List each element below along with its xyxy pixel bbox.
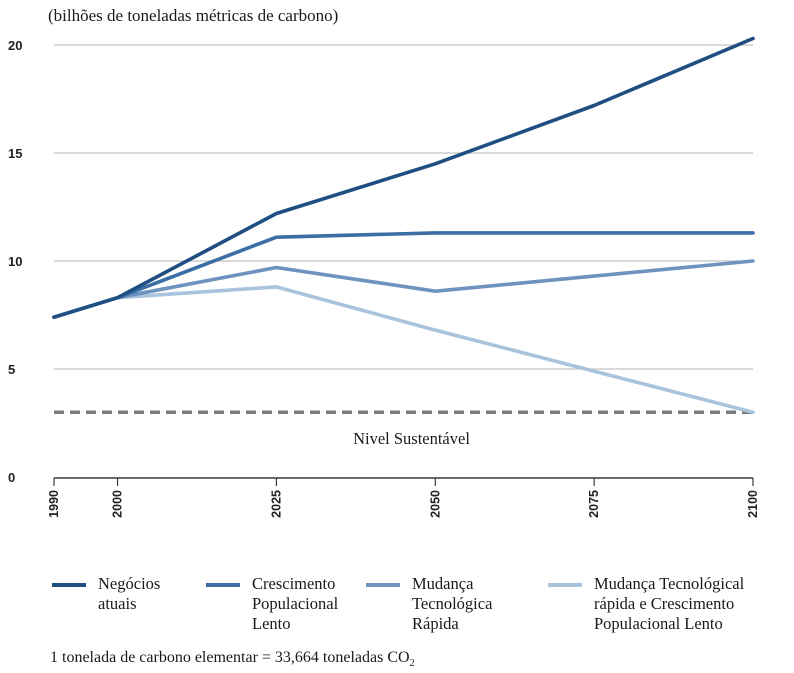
x-axis-ticks: 1990 2000 2025 2050 2075 2100 bbox=[47, 490, 760, 518]
series-lines bbox=[52, 36, 755, 415]
legend-label: Negócios atuais bbox=[98, 574, 161, 613]
x-tick-label-2075: 2075 bbox=[587, 490, 601, 518]
footnote-subscript: 2 bbox=[409, 658, 415, 670]
legend-item-crescimento: Crescimento Populacional Lento bbox=[206, 574, 338, 634]
x-tick-label-2000: 2000 bbox=[111, 490, 125, 518]
legend: Negócios atuais Crescimento Populacional… bbox=[0, 574, 794, 644]
y-tick-label-20: 20 bbox=[8, 38, 22, 53]
series-line-3 bbox=[52, 285, 755, 415]
y-tick-label-15: 15 bbox=[8, 146, 22, 161]
legend-swatch bbox=[52, 583, 86, 587]
gridlines bbox=[54, 44, 753, 370]
y-tick-label-10: 10 bbox=[8, 254, 22, 269]
x-tick-label-1990: 1990 bbox=[47, 490, 61, 518]
line-chart: 0 5 10 15 20 Nivel Sustentável 1990 2000 2025 2… bbox=[8, 36, 760, 518]
series-line-0 bbox=[52, 36, 755, 320]
legend-swatch bbox=[548, 583, 582, 587]
y-unit-label: (bilhões de toneladas métricas de carbon… bbox=[48, 6, 339, 25]
x-tick-label-2100: 2100 bbox=[746, 490, 760, 518]
footnote: 1 tonelada de carbono elementar = 33,664… bbox=[50, 649, 415, 669]
x-tick-label-2025: 2025 bbox=[269, 490, 283, 518]
legend-swatch bbox=[206, 583, 240, 587]
footnote-text: 1 tonelada de carbono elementar = 33,664… bbox=[50, 649, 410, 666]
legend-item-mudanca-crescimento: Mudança Tecnológical rápida e Cresciment… bbox=[548, 574, 744, 634]
sustainable-level-line: Nivel Sustentável bbox=[54, 410, 753, 448]
reference-line-label: Nivel Sustentável bbox=[353, 429, 470, 448]
legend-item-mudanca: Mudança Tecnológica Rápida bbox=[366, 574, 492, 634]
x-tick-label-2050: 2050 bbox=[428, 490, 442, 518]
y-tick-label-0: 0 bbox=[8, 470, 15, 485]
y-axis-ticks: 0 5 10 15 20 bbox=[8, 38, 22, 485]
legend-item-negocios: Negócios atuais bbox=[52, 574, 160, 614]
legend-label: Crescimento Populacional Lento bbox=[252, 574, 339, 633]
legend-label: Mudança Tecnológical rápida e Cresciment… bbox=[594, 574, 745, 633]
x-axis bbox=[53, 477, 754, 486]
y-tick-label-5: 5 bbox=[8, 362, 15, 377]
series-line-2 bbox=[52, 259, 755, 320]
legend-swatch bbox=[366, 583, 400, 587]
legend-label: Mudança Tecnológica Rápida bbox=[412, 574, 493, 633]
